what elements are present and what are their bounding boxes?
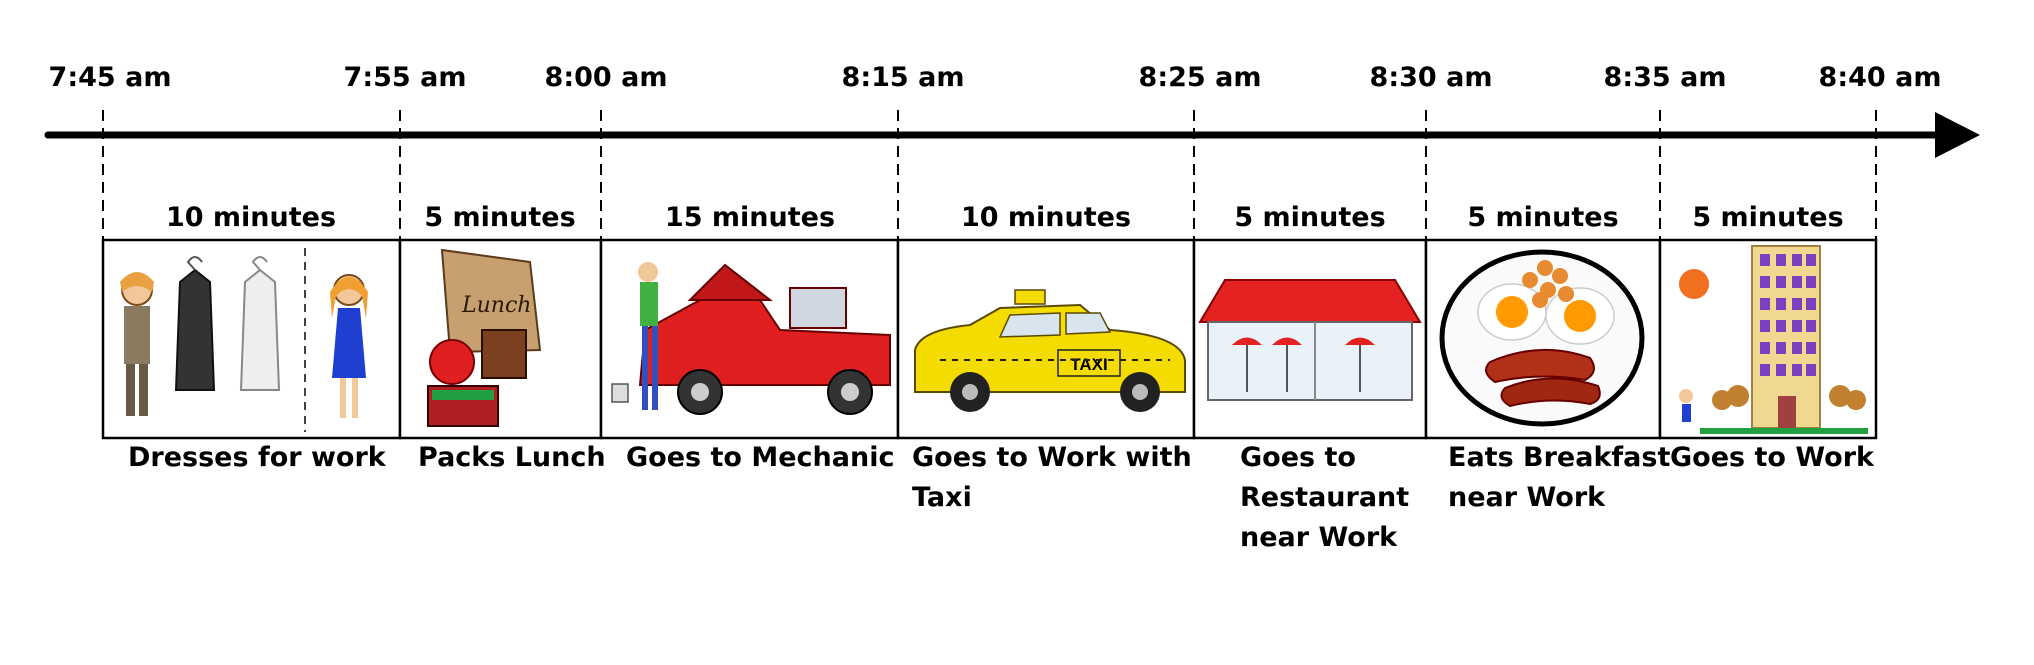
activity-caption-2: Packs Lunch — [418, 442, 606, 473]
activity-caption-1: Dresses for work — [128, 442, 386, 473]
duration-label-1: 10 minutes — [165, 202, 337, 233]
activity-caption-4: Goes to Work with Taxi — [912, 442, 1192, 513]
time-label-840: 8:40 am — [1818, 62, 1942, 93]
time-label-815: 8:15 am — [841, 62, 965, 93]
timeline-arrowhead — [1935, 112, 1980, 158]
tick-lines — [102, 110, 1877, 240]
time-label-830: 8:30 am — [1369, 62, 1493, 93]
time-label-800: 8:00 am — [544, 62, 668, 93]
duration-label-4: 10 minutes — [960, 202, 1132, 233]
mechanic-truck-icon — [611, 262, 891, 415]
taxi-icon: TAXI — [914, 289, 1186, 412]
restaurant-icon — [1198, 279, 1422, 401]
duration-label-5: 5 minutes — [1234, 202, 1386, 233]
duration-label-3: 15 minutes — [664, 202, 836, 233]
duration-label-2: 5 minutes — [424, 202, 576, 233]
lunch-bag-icon: Lunch — [427, 248, 542, 427]
time-label-755: 7:55 am — [343, 62, 467, 93]
time-label-745: 7:45 am — [48, 62, 172, 93]
time-label-825: 8:25 am — [1138, 62, 1262, 93]
breakfast-plate-icon — [1439, 249, 1645, 427]
activity-caption-7: Goes to Work — [1670, 442, 1874, 473]
duration-label-7: 5 minutes — [1692, 202, 1844, 233]
time-label-835: 8:35 am — [1603, 62, 1727, 93]
activity-caption-3: Goes to Mechanic — [626, 442, 895, 473]
office-building-icon — [1679, 245, 1868, 434]
activity-caption-5: Goes to Restaurant near Work — [1240, 442, 1410, 553]
dressing-icon — [120, 248, 368, 432]
activity-caption-6: Eats Breakfast near Work — [1448, 442, 1671, 513]
svg-text:TAXI: TAXI — [1070, 355, 1107, 374]
svg-text:Lunch: Lunch — [461, 293, 531, 318]
duration-label-6: 5 minutes — [1467, 202, 1619, 233]
